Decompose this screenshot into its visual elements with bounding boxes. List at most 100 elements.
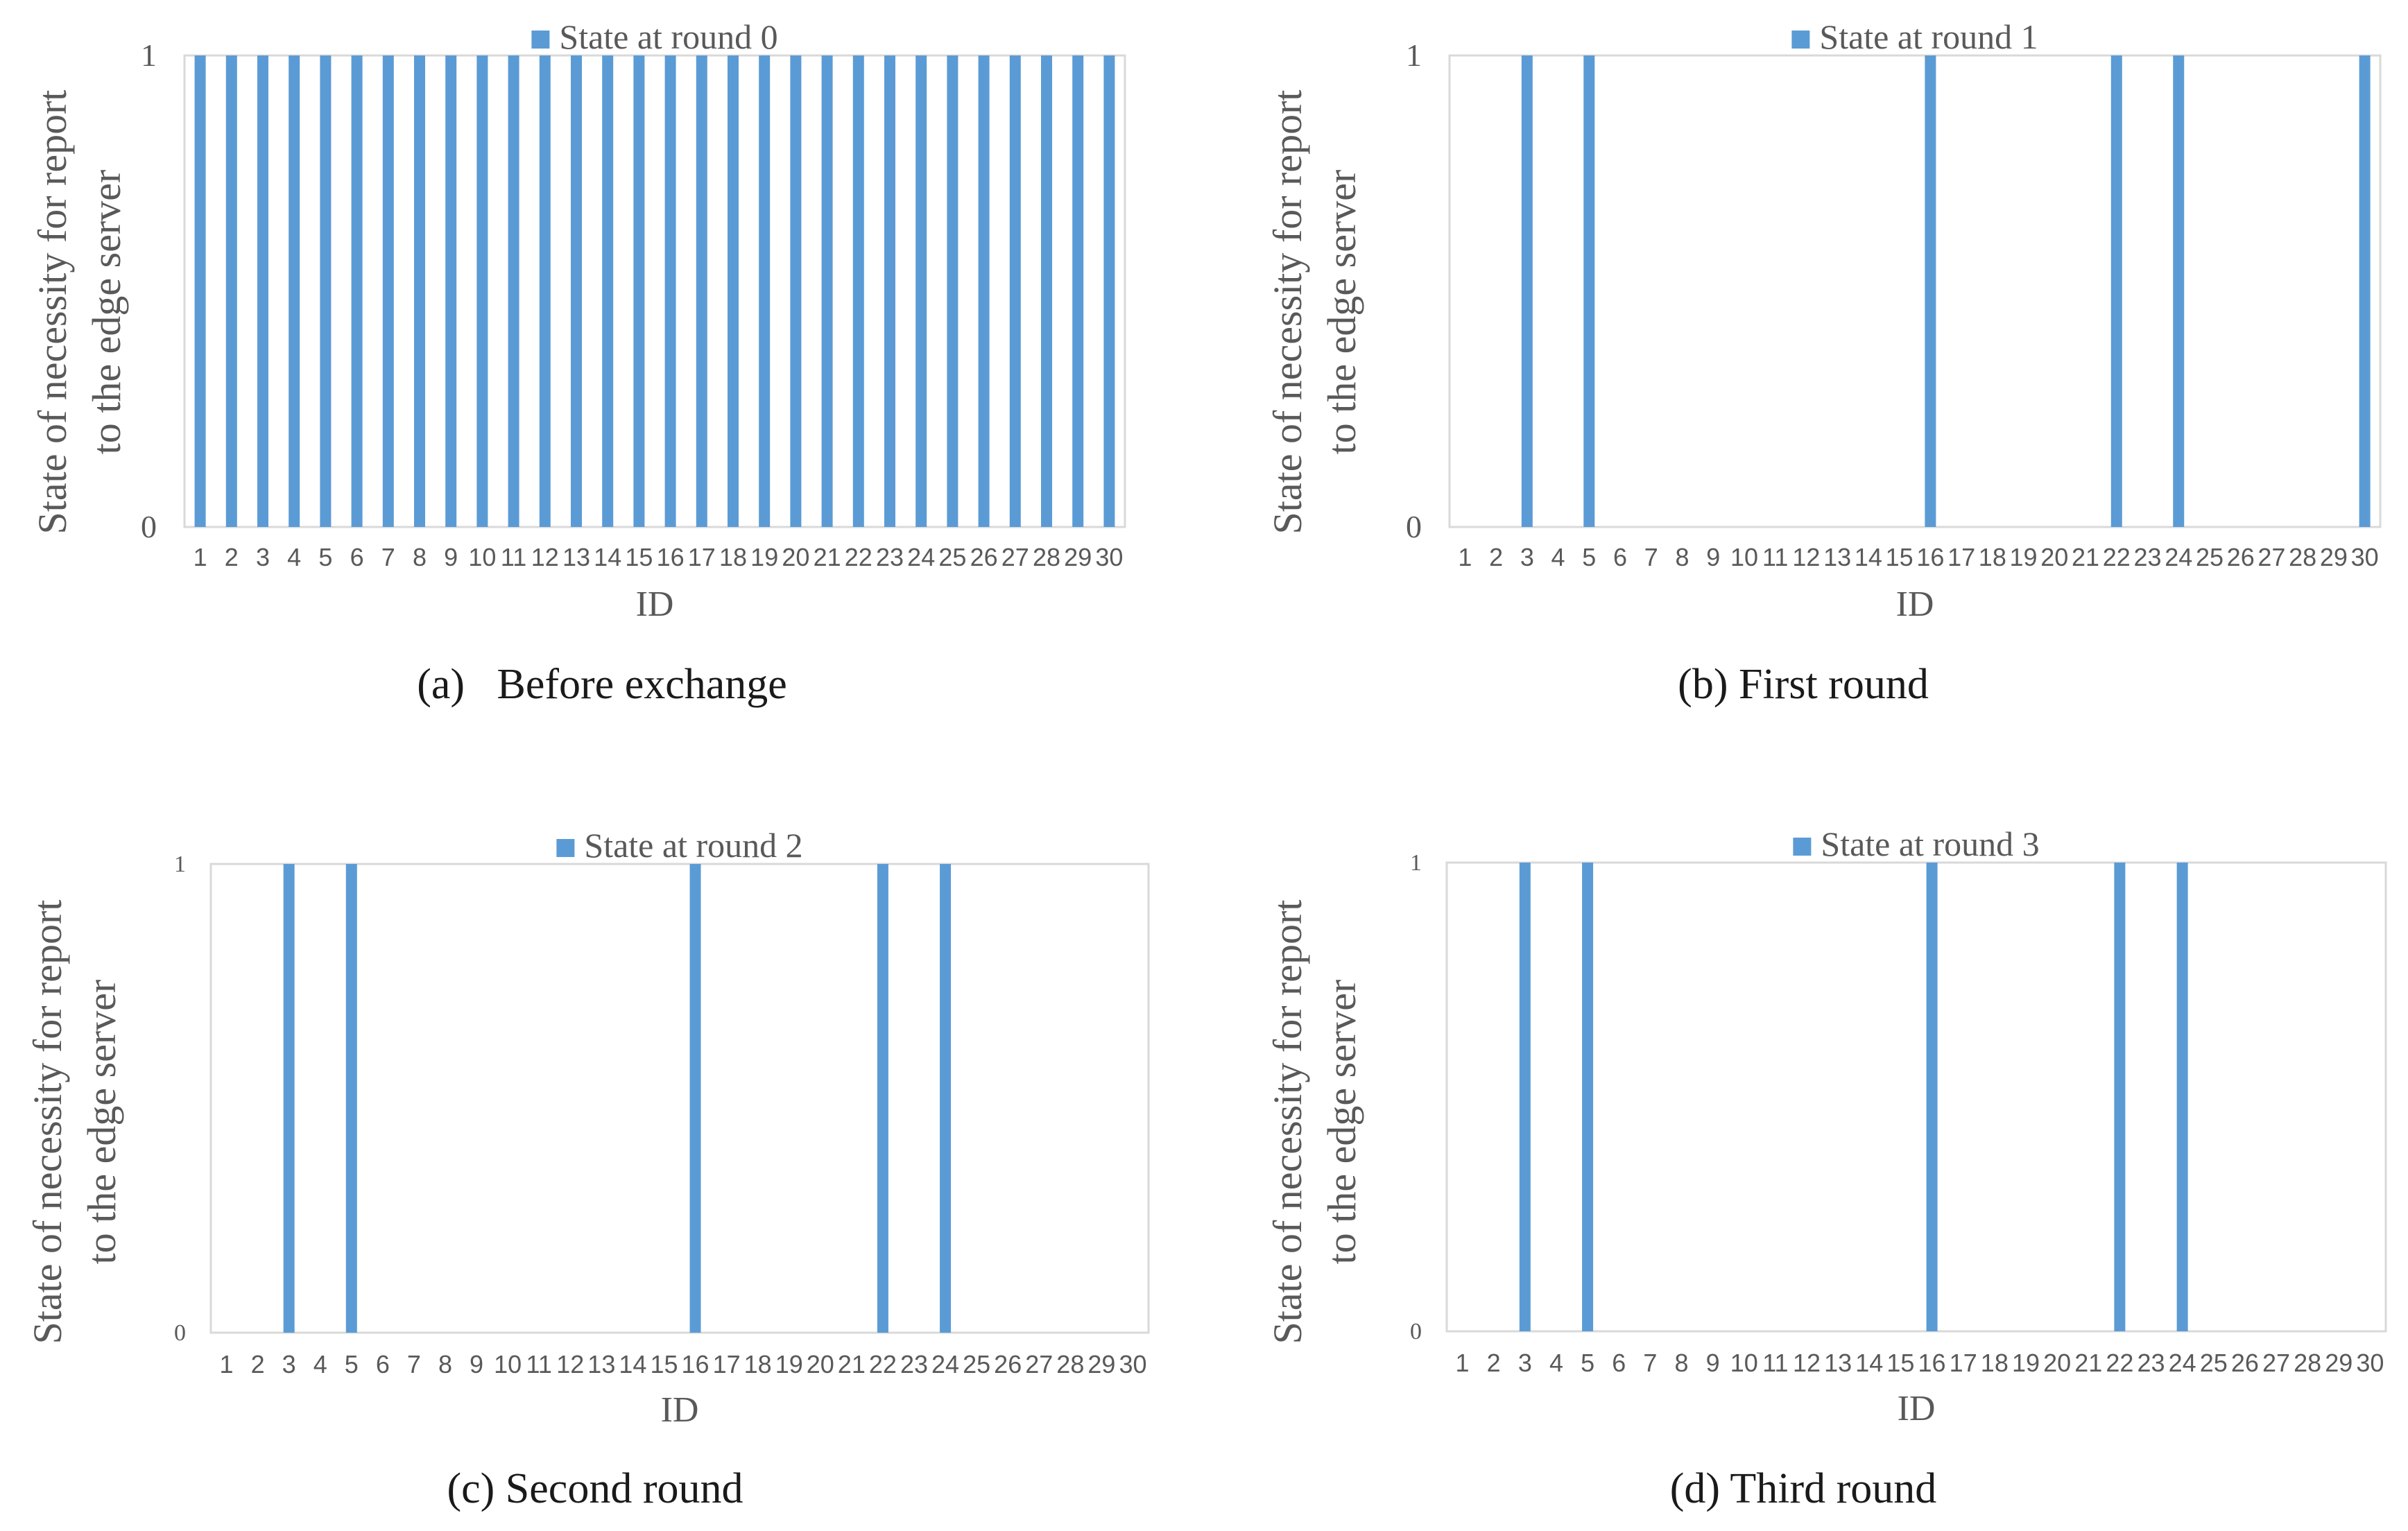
bar-id-5 (320, 55, 332, 527)
bar-id-5 (345, 864, 357, 1333)
bar-id-22 (852, 55, 864, 527)
x-tick-label: 3 (282, 1350, 296, 1378)
x-tick-label: 6 (1613, 543, 1627, 571)
x-tick-label: 18 (1981, 1349, 2009, 1377)
bar-id-16 (664, 55, 676, 527)
x-tick-label: 19 (2012, 1349, 2040, 1377)
x-tick-label: 9 (1706, 543, 1720, 571)
caption-c: (c) Second round (447, 1465, 743, 1512)
x-tick-label: 13 (1824, 1349, 1852, 1377)
caption-d: (d) Third round (1669, 1465, 1937, 1512)
x-tick-label: 4 (1551, 543, 1565, 571)
panel-c: State of necessity for report to the edg… (0, 766, 1204, 1531)
x-tick-label: 3 (1518, 1349, 1532, 1377)
bar-id-22 (877, 864, 888, 1333)
bar-id-4 (289, 55, 300, 527)
bar-id-29 (1072, 55, 1084, 527)
x-tick-label: 1 (1456, 1349, 1470, 1377)
x-tick-label: 14 (594, 543, 621, 571)
x-tick-label: 4 (313, 1350, 327, 1378)
x-tick-label: 8 (438, 1350, 452, 1378)
x-tick-label: 15 (625, 543, 653, 571)
legend-swatch (556, 839, 575, 857)
bar-id-6 (351, 55, 363, 527)
bar-id-15 (633, 55, 645, 527)
bar-id-12 (539, 55, 551, 527)
bar-id-27 (1009, 55, 1021, 527)
x-tick-label: 21 (814, 543, 841, 571)
bar-id-24 (2176, 863, 2188, 1331)
legend-swatch (531, 31, 550, 49)
bar-id-11 (508, 55, 519, 527)
x-tick-label: 7 (407, 1350, 421, 1378)
x-tick-label: 25 (963, 1350, 990, 1378)
bar-id-25 (947, 55, 958, 527)
x-tick-label: 12 (1792, 543, 1820, 571)
x-tick-label: 15 (1886, 543, 1914, 571)
x-tick-label: 28 (1056, 1350, 1084, 1378)
panel-a: State of necessity for report to the edg… (0, 0, 1204, 766)
x-tick-label: 17 (1950, 1349, 1977, 1377)
x-axis-label: ID (661, 1390, 699, 1430)
x-tick-label: 28 (2294, 1349, 2321, 1377)
legend-swatch (1793, 838, 1812, 856)
bar-id-7 (382, 55, 394, 527)
x-tick-label: 3 (256, 543, 270, 571)
x-tick-label: 23 (900, 1350, 928, 1378)
bar-id-14 (602, 55, 614, 527)
x-tick-label: 16 (1916, 543, 1944, 571)
x-tick-label: 19 (2010, 543, 2038, 571)
plot-frame (183, 54, 1126, 528)
bar-id-3 (283, 864, 295, 1333)
x-tick-label: 21 (2074, 1349, 2102, 1377)
x-tick-label: 30 (2351, 543, 2379, 571)
x-tick-label: 11 (1762, 1349, 1788, 1377)
x-tick-label: 8 (1675, 543, 1689, 571)
x-tick-label: 6 (350, 543, 364, 571)
chart-b: 1 2 3 4 5 6 7 8 9 10 11 12 13 14 15 16 17 18 19 20 21 22 23 24 2… (1406, 17, 2382, 624)
x-tick-label: 9 (1706, 1349, 1720, 1377)
chart-c: 1 2 3 4 5 6 7 8 9 10 11 12 13 14 15 16 17 18 19 20 21 22 23 24 2… (174, 826, 1150, 1430)
caption-b: (b) First round (1678, 661, 1929, 708)
bar-id-18 (728, 55, 739, 527)
x-tick-label: 28 (2289, 543, 2316, 571)
x-tick-label: 24 (931, 1350, 959, 1378)
bar-id-21 (821, 55, 833, 527)
x-tick-label: 28 (1033, 543, 1060, 571)
x-tick-label: 1 (1458, 543, 1472, 571)
x-tick-label: 1 (194, 543, 207, 571)
bar-id-5 (1583, 55, 1595, 527)
y-tick-label: 0 (1406, 509, 1422, 544)
x-tick-label: 22 (2106, 1349, 2133, 1377)
x-tick-label: 30 (1119, 1350, 1146, 1378)
bar-id-10 (476, 55, 488, 527)
plot-frame (1448, 54, 2382, 528)
chart-d: 1 2 3 4 5 6 7 8 9 10 11 12 13 14 15 16 17 18 19 20 21 22 23 24 2… (1410, 824, 2387, 1428)
x-tick-label: 2 (225, 543, 239, 571)
bar-id-28 (1041, 55, 1052, 527)
x-tick-label: 7 (381, 543, 395, 571)
y-tick-label: 0 (174, 1320, 186, 1346)
legend-swatch (1791, 31, 1810, 49)
x-tick-label: 24 (2165, 543, 2192, 571)
x-tick-label: 21 (2072, 543, 2099, 571)
x-tick-label: 20 (2040, 543, 2068, 571)
bar-id-24 (915, 55, 927, 527)
plot-frame (1445, 861, 2387, 1333)
panel-b: State of necessity for report to the edg… (1204, 0, 2408, 766)
x-tick-label: 27 (2262, 1349, 2290, 1377)
x-tick-label: 27 (1001, 543, 1029, 571)
x-axis-label: ID (1898, 1389, 1936, 1428)
x-tick-label: 12 (531, 543, 559, 571)
bar-id-24 (940, 864, 952, 1333)
x-tick-label: 17 (1947, 543, 1975, 571)
x-tick-label: 6 (1612, 1349, 1626, 1377)
y-tick-label: 1 (1410, 850, 1422, 876)
y-tick-label: 0 (1410, 1319, 1422, 1344)
x-tick-label: 8 (413, 543, 427, 571)
x-tick-label: 29 (1064, 543, 1092, 571)
x-tick-label: 17 (688, 543, 716, 571)
x-tick-label: 25 (938, 543, 966, 571)
x-tick-label: 9 (444, 543, 458, 571)
